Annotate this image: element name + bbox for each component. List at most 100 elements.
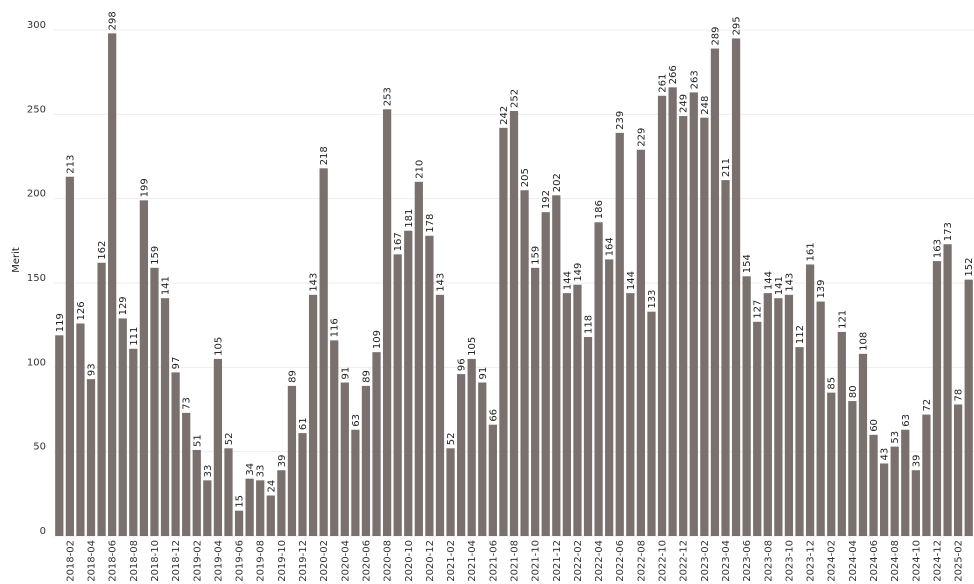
x-tick-label: 2020-10 xyxy=(404,540,415,582)
x-tick-label: 2022-06 xyxy=(615,540,626,582)
data-label: 253 xyxy=(383,87,394,106)
data-label: 261 xyxy=(658,74,669,93)
bar-2023-06 xyxy=(742,276,751,536)
data-label: 96 xyxy=(457,358,468,371)
y-tick-label: 150 xyxy=(27,273,46,284)
data-label: 89 xyxy=(361,370,372,383)
bar-2018-08 xyxy=(129,348,138,536)
data-label: 144 xyxy=(562,271,573,290)
bar-2023-02 xyxy=(700,117,709,536)
bar-2022-09 xyxy=(647,311,656,536)
data-label: 161 xyxy=(806,242,817,261)
data-label: 105 xyxy=(467,337,478,356)
x-tick-label: 2018-12 xyxy=(171,540,182,582)
x-tick-label: 2019-02 xyxy=(192,540,203,582)
bar-2025-02 xyxy=(954,404,963,536)
bar-2025-03 xyxy=(964,279,973,536)
x-tick-label: 2023-12 xyxy=(806,540,817,582)
bar-2018-05 xyxy=(97,262,106,536)
bar-2024-08 xyxy=(890,446,899,536)
bar-2020-03 xyxy=(330,340,339,536)
x-tick-label: 2018-06 xyxy=(108,540,119,582)
bar-2019-11 xyxy=(287,385,297,536)
bar-2021-10 xyxy=(531,267,540,536)
bar-2020-10 xyxy=(404,230,413,537)
data-label: 163 xyxy=(932,239,943,258)
bar-2022-06 xyxy=(615,132,624,537)
bar-2018-10 xyxy=(150,267,159,536)
x-tick-label: 2021-04 xyxy=(467,540,478,582)
bar-2023-11 xyxy=(795,347,804,536)
data-label: 24 xyxy=(266,480,277,493)
data-label: 72 xyxy=(922,399,933,412)
data-label: 97 xyxy=(171,357,182,370)
data-label: 53 xyxy=(890,431,901,444)
x-tick-label: 2020-08 xyxy=(383,540,394,582)
bar-2022-01 xyxy=(562,293,571,536)
bar-2018-02 xyxy=(65,176,74,537)
bar-2019-05 xyxy=(224,448,233,536)
data-label: 112 xyxy=(795,325,806,344)
data-label: 210 xyxy=(414,160,425,179)
x-tick-label: 2019-08 xyxy=(256,540,267,582)
x-tick-label: 2022-02 xyxy=(573,540,584,582)
bar-2019-12 xyxy=(298,433,307,536)
x-tick-label: 2025-02 xyxy=(954,540,965,582)
data-label: 192 xyxy=(541,190,552,209)
data-label: 202 xyxy=(552,173,563,192)
bar-2018-04 xyxy=(86,379,96,536)
data-label: 139 xyxy=(816,279,827,298)
bar-2019-07 xyxy=(245,478,254,536)
data-label: 39 xyxy=(277,454,288,467)
data-label: 181 xyxy=(404,209,415,228)
bar-2019-08 xyxy=(256,480,265,536)
data-label: 109 xyxy=(372,330,383,349)
bar-2021-07 xyxy=(499,127,508,537)
bar-2019-10 xyxy=(277,470,286,536)
bar-2020-08 xyxy=(382,109,392,537)
x-tick-label: 2023-08 xyxy=(763,540,774,582)
data-label: 218 xyxy=(319,146,330,165)
data-label: 33 xyxy=(256,465,267,478)
x-tick-label: 2021-08 xyxy=(510,540,521,582)
bar-2023-12 xyxy=(805,264,815,536)
data-label: 118 xyxy=(584,315,595,334)
data-label: 149 xyxy=(573,263,584,282)
data-label: 162 xyxy=(97,241,108,260)
bar-2025-01 xyxy=(943,244,952,536)
y-tick-label: 100 xyxy=(27,357,46,368)
data-label: 60 xyxy=(869,419,880,432)
bar-2021-06 xyxy=(488,424,497,536)
x-tick-label: 2022-10 xyxy=(658,540,669,582)
bar-2023-10 xyxy=(784,294,794,536)
data-label: 91 xyxy=(340,367,351,380)
bar-2024-03 xyxy=(837,331,846,536)
bar-2023-01 xyxy=(689,92,698,536)
bar-2021-12 xyxy=(552,195,561,536)
bar-2023-09 xyxy=(774,298,783,536)
bar-2022-07 xyxy=(626,293,635,536)
data-label: 167 xyxy=(393,232,404,251)
bars xyxy=(55,33,973,537)
bar-2023-04 xyxy=(721,180,730,536)
bar-2020-02 xyxy=(319,168,328,536)
bar-2018-06 xyxy=(108,33,117,537)
data-label: 63 xyxy=(351,414,362,427)
data-labels: 1192131269316229812911119915914197735133… xyxy=(55,11,974,507)
x-tick-label: 2024-02 xyxy=(827,540,838,582)
data-label: 199 xyxy=(139,178,150,197)
bar-2022-04 xyxy=(594,222,603,536)
x-tick-label: 2021-12 xyxy=(552,540,563,582)
x-tick-label: 2020-12 xyxy=(425,540,436,582)
data-label: 133 xyxy=(647,290,658,309)
x-tick-label: 2020-02 xyxy=(319,540,330,582)
bar-2018-01 xyxy=(55,335,64,536)
x-tick-label: 2018-02 xyxy=(65,540,76,582)
bar-2022-12 xyxy=(679,116,688,537)
x-tick-label: 2018-10 xyxy=(150,540,161,582)
data-label: 43 xyxy=(880,448,891,461)
bar-2020-05 xyxy=(351,429,360,536)
data-label: 239 xyxy=(615,111,626,130)
bar-2021-09 xyxy=(520,190,529,536)
